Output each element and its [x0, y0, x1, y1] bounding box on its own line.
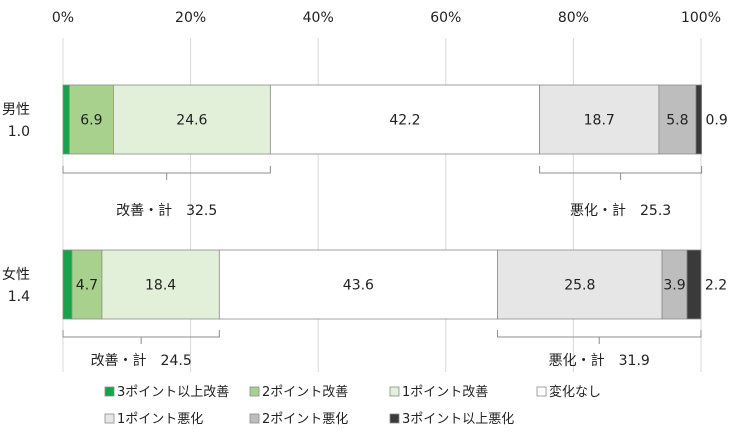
improve-bracket	[62, 166, 271, 180]
data-label: 24.6	[176, 113, 207, 129]
category-labels: 男性 1.0 女性 1.4	[2, 102, 30, 305]
worsen-bracket	[496, 330, 702, 344]
category-value-label: 1.4	[8, 289, 30, 305]
bar-segment	[218, 249, 498, 320]
legend-label: 1ポイント改善	[402, 384, 488, 400]
legend: 3ポイント以上改善 2ポイント改善 1ポイント改善 変化なし 1ポイント悪化 2ポイント悪…	[104, 384, 601, 427]
legend-label: 3ポイント以上改善	[117, 384, 229, 400]
data-label: 6.9	[80, 113, 102, 129]
worsen-total-label: 悪化・計 31.9	[549, 353, 650, 369]
legend-swatch	[389, 386, 400, 397]
improve-total-label: 改善・計 32.5	[116, 203, 217, 219]
worsen-bracket	[539, 166, 703, 180]
data-label: 42.2	[389, 113, 420, 129]
bar-segment	[62, 84, 70, 155]
summary-brackets: 改善・計 32.5 悪化・計 25.3 改善・計 24.5 悪化・計 31.9	[62, 166, 703, 369]
legend-label: 2ポイント改善	[262, 384, 348, 400]
x-tick-label: 100%	[681, 10, 721, 26]
worsen-total-label: 悪化・計 25.3	[570, 203, 671, 219]
data-label: 18.7	[584, 113, 615, 129]
improve-total-label: 改善・計 24.5	[91, 353, 192, 369]
data-label: 2.2	[705, 278, 727, 294]
bar-segment	[62, 249, 73, 320]
x-tick-label: 0%	[52, 10, 74, 26]
data-label: 18.4	[145, 278, 176, 294]
bar-segment	[71, 249, 103, 320]
bar-segment	[269, 84, 540, 155]
legend-swatch	[249, 413, 260, 424]
bar-segment	[695, 84, 703, 155]
legend-label: 変化なし	[549, 384, 601, 400]
bar-segment	[661, 249, 688, 320]
data-label: 25.8	[564, 278, 595, 294]
bar-segment	[497, 249, 663, 320]
bar-segment	[658, 84, 697, 155]
x-tick-label: 80%	[558, 10, 589, 26]
improve-bracket	[62, 330, 220, 344]
legend-label: 3ポイント以上悪化	[402, 412, 514, 427]
legend-swatch	[104, 413, 115, 424]
bar-segment	[68, 84, 114, 155]
legend-swatch	[104, 386, 115, 397]
legend-swatch	[536, 386, 547, 397]
data-label: 0.9	[706, 113, 728, 129]
legend-label: 2ポイント悪化	[262, 412, 348, 427]
legend-swatch	[249, 386, 260, 397]
bar-segment	[539, 84, 660, 155]
bar-segment	[686, 249, 702, 320]
x-tick-label: 40%	[303, 10, 334, 26]
x-axis-tick-labels: 0% 20% 40% 60% 80% 100%	[52, 10, 721, 26]
data-label: 3.9	[663, 278, 685, 294]
data-label: 43.6	[343, 278, 374, 294]
legend-label: 1ポイント悪化	[117, 412, 203, 427]
x-tick-label: 60%	[430, 10, 461, 26]
category-label: 女性	[2, 266, 30, 283]
x-tick-label: 20%	[175, 10, 206, 26]
category-label: 男性	[2, 102, 30, 118]
data-label: 4.7	[76, 278, 98, 294]
legend-swatch	[389, 413, 400, 424]
data-label: 5.8	[666, 113, 688, 129]
bars: 6.9 24.6 42.2 18.7 5.8 0.9 4.7 18.4 43.6 25.8 3.9 2…	[62, 84, 728, 320]
category-value-label: 1.0	[8, 124, 30, 140]
bar-segment	[101, 249, 220, 320]
